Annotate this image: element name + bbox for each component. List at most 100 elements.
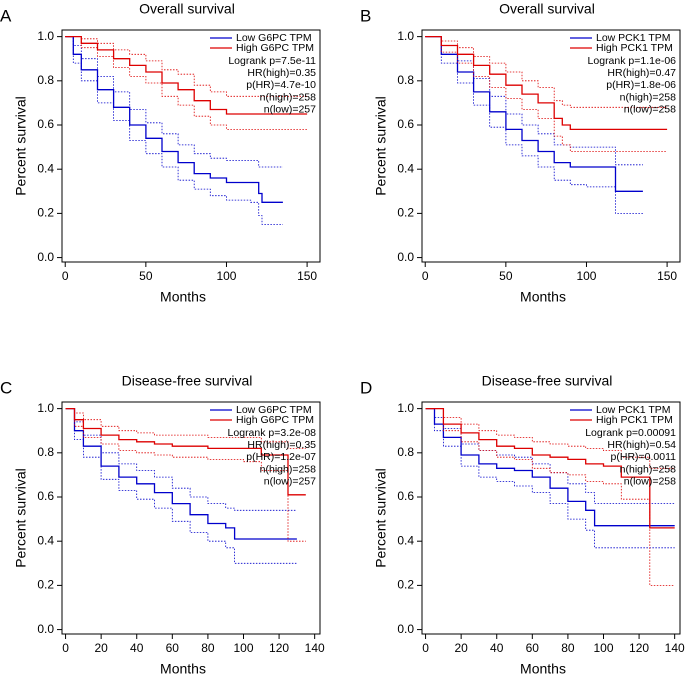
x-axis-label: Months (160, 661, 206, 676)
x-tick-label: 0 (422, 641, 429, 655)
y-axis-label: Percent survival (373, 468, 389, 568)
y-tick-label: 0.8 (397, 445, 414, 459)
x-axis-label: Months (520, 289, 566, 305)
x-tick-label: 140 (665, 641, 685, 655)
y-tick-label: 0.2 (397, 578, 414, 592)
annotation: Logrank p=7.5e-11 (228, 55, 316, 67)
panel-letter: A (0, 6, 12, 25)
survival-curve (65, 35, 308, 115)
y-tick-label: 0.2 (397, 206, 414, 220)
legend-label: Low G6PC TPM (236, 404, 312, 416)
y-tick-label: 1.0 (397, 401, 414, 415)
x-tick-label: 50 (499, 269, 513, 283)
survival-curve (65, 407, 306, 496)
y-tick-label: 0.4 (37, 533, 54, 547)
x-tick-label: 80 (561, 641, 575, 655)
panel: B Overall survival Months Percent survival 0… (360, 1, 681, 305)
confidence-bound (425, 36, 668, 152)
annotation: HR(high)=0.47 (607, 67, 676, 79)
x-tick-label: 60 (526, 641, 540, 655)
legend-label: Low G6PC TPM (236, 32, 312, 44)
annotation: n(low)=258 (624, 476, 676, 488)
confidence-bound (425, 36, 668, 108)
survival-curve (65, 35, 283, 203)
confidence-bound (425, 36, 643, 214)
y-axis-label: Percent survival (13, 96, 29, 196)
x-tick-label: 40 (490, 641, 504, 655)
panel-letter: B (360, 6, 371, 25)
y-tick-label: 0.4 (37, 161, 54, 175)
legend-label: High PCK1 TPM (596, 42, 673, 54)
x-tick-label: 150 (657, 269, 677, 283)
confidence-bound (65, 408, 306, 542)
survival-curve (425, 35, 668, 131)
x-tick-label: 100 (593, 641, 613, 655)
annotation: n(low)=258 (624, 104, 676, 116)
annotation: n(high)=258 (260, 91, 316, 103)
annotation: p(HR)=1.8e-06 (606, 79, 676, 91)
y-tick-label: 1.0 (37, 401, 54, 415)
plot-frame (421, 401, 681, 635)
annotation: p(HR)=1.2e-07 (246, 451, 316, 463)
x-tick-label: 40 (130, 641, 144, 655)
plot-frame (61, 29, 321, 263)
annotation: n(high)=258 (620, 91, 676, 103)
x-tick-label: 0 (422, 269, 429, 283)
y-tick-label: 0.2 (37, 578, 54, 592)
x-axis-label: Months (520, 661, 566, 676)
y-tick-label: 0.0 (37, 250, 54, 264)
panel: A Overall survival Months Percent survival 0… (0, 1, 321, 305)
annotation: Logrank p=1.1e-06 (588, 55, 677, 67)
annotation: HR(high)=0.54 (607, 439, 676, 451)
y-tick-label: 0.4 (397, 161, 414, 175)
y-tick-label: 0.2 (37, 206, 54, 220)
confidence-bound (65, 36, 283, 225)
y-tick-label: 0.0 (397, 622, 414, 636)
legend-label: Low PCK1 TPM (596, 32, 671, 44)
legend-label: High PCK1 TPM (596, 414, 673, 426)
y-tick-label: 0.6 (37, 489, 54, 503)
annotation: n(low)=257 (264, 476, 316, 488)
x-tick-label: 140 (305, 641, 325, 655)
panel: D Disease-free survival Months Percent surv… (360, 373, 685, 676)
chart-title: Overall survival (139, 1, 235, 17)
plot-frame (421, 29, 681, 263)
survival-curve (425, 407, 675, 527)
legend-label: Low PCK1 TPM (596, 404, 671, 416)
x-tick-label: 50 (139, 269, 153, 283)
x-tick-label: 100 (216, 269, 236, 283)
y-tick-label: 0.0 (397, 250, 414, 264)
annotation: HR(high)=0.35 (247, 439, 316, 451)
annotation: n(high)=258 (620, 463, 676, 475)
survival-curve (425, 407, 675, 529)
y-tick-label: 0.8 (37, 73, 54, 87)
x-tick-label: 60 (166, 641, 180, 655)
survival-curve (65, 407, 297, 540)
annotation: HR(high)=0.35 (247, 67, 316, 79)
confidence-bound (65, 36, 283, 168)
annotation: Logrank p=3.2e-08 (228, 427, 317, 439)
panel-letter: D (360, 378, 372, 397)
y-tick-label: 0.6 (397, 489, 414, 503)
y-axis-label: Percent survival (13, 468, 29, 568)
confidence-bound (425, 408, 675, 504)
y-tick-label: 1.0 (397, 29, 414, 43)
x-tick-label: 0 (62, 641, 69, 655)
x-tick-label: 120 (629, 641, 649, 655)
x-tick-label: 100 (576, 269, 596, 283)
annotation: n(low)=257 (264, 104, 316, 116)
y-tick-label: 0.4 (397, 533, 414, 547)
plot-frame (61, 401, 321, 635)
x-tick-label: 20 (94, 641, 108, 655)
x-tick-label: 150 (297, 269, 317, 283)
y-tick-label: 0.0 (37, 622, 54, 636)
annotation: p(HR)=4.7e-10 (246, 79, 316, 91)
panel: C Disease-free survival Months Percent surv… (0, 373, 325, 676)
chart-title: Disease-free survival (122, 373, 253, 389)
annotation: p(HR)=0.0011 (611, 451, 677, 463)
x-tick-label: 0 (62, 269, 69, 283)
annotation: Logrank p=0.00091 (585, 427, 676, 439)
y-tick-label: 1.0 (37, 29, 54, 43)
